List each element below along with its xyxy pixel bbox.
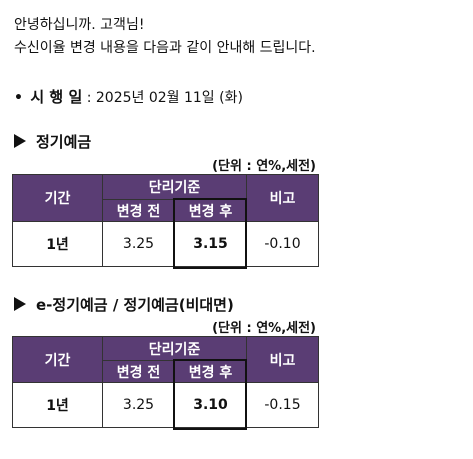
header-note: 비고 — [246, 174, 319, 222]
rate-table-e-deposit: 기간 단리기준 비고 변경 전 변경 후 1년 3.25 3.10 -0.15 — [12, 336, 319, 428]
section-title-deposit: 정기예금 — [14, 131, 91, 152]
header-after: 변경 후 — [174, 360, 247, 383]
bullet-icon: • — [14, 90, 23, 106]
section-title-text: 정기예금 — [36, 133, 92, 151]
rate-table-deposit: 기간 단리기준 비고 변경 전 변경 후 1년 3.25 3.15 -0.10 — [12, 174, 319, 267]
cell-period: 1년 — [12, 221, 103, 267]
header-base-rate: 단리기준 — [102, 336, 247, 361]
header-after: 변경 후 — [174, 199, 247, 222]
section-title-e-deposit: e-정기예금 / 정기예금(비대면) — [14, 294, 234, 315]
greeting-line-2: 수신이율 변경 내용을 다음과 같이 안내해 드립니다. — [14, 40, 316, 56]
section-title-text: e-정기예금 / 정기예금(비대면) — [36, 296, 234, 314]
table-row: 1년 3.25 3.10 -0.15 — [12, 382, 319, 428]
unit-note: (단위 : 연%,세전) — [212, 321, 316, 336]
effective-date-line: • 시 행 일 : 2025년 02월 11일 (화) — [14, 86, 243, 107]
header-before: 변경 전 — [102, 360, 175, 383]
triangle-right-icon — [14, 134, 26, 148]
cell-note: -0.10 — [246, 221, 319, 267]
greeting-line-1: 안녕하십니까. 고객님! — [14, 17, 145, 33]
header-base-rate: 단리기준 — [102, 174, 247, 200]
header-before: 변경 전 — [102, 199, 175, 222]
cell-before: 3.25 — [102, 221, 175, 267]
table-row: 1년 3.25 3.15 -0.10 — [12, 221, 319, 267]
cell-note: -0.15 — [246, 382, 319, 428]
cell-period: 1년 — [12, 382, 103, 428]
cell-before: 3.25 — [102, 382, 175, 428]
header-period: 기간 — [12, 336, 103, 383]
effective-date-label: 시 행 일 — [30, 88, 83, 106]
cell-after: 3.10 — [174, 382, 247, 428]
effective-date-separator: : — [82, 90, 96, 106]
header-period: 기간 — [12, 174, 103, 222]
effective-date-value: 2025년 02월 11일 (화) — [95, 90, 243, 106]
triangle-right-icon — [14, 297, 26, 311]
unit-note: (단위 : 연%,세전) — [212, 159, 316, 174]
header-note: 비고 — [246, 336, 319, 383]
cell-after: 3.15 — [174, 221, 247, 267]
greeting: 안녕하십니까. 고객님! 수신이율 변경 내용을 다음과 같이 안내해 드립니다… — [14, 14, 316, 60]
